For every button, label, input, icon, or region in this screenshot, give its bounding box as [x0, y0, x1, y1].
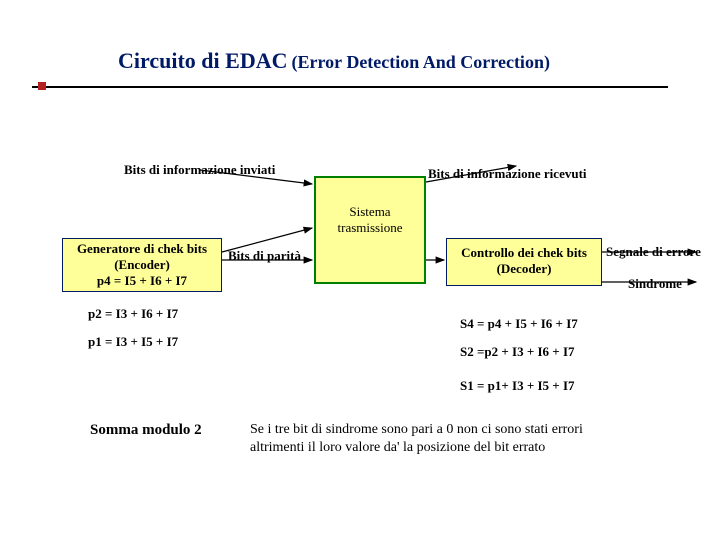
title-paren: (Error Detection And Correction): [292, 52, 550, 72]
encoder-l2: (Encoder): [63, 257, 221, 273]
label-somma: Somma modulo 2: [90, 422, 202, 439]
eq-s2: S2 =p2 + I3 + I6 + I7: [460, 344, 575, 360]
box-encoder: Generatore di chek bits (Encoder) p4 = I…: [62, 238, 222, 292]
trans-line2: trasmissione: [338, 220, 403, 235]
box-decoder: Controllo dei chek bits (Decoder): [446, 238, 602, 286]
encoder-l1: Generatore di chek bits: [63, 241, 221, 257]
encoder-l3: p4 = I5 + I6 + I7: [63, 273, 221, 289]
label-segnale: Segnale di errore: [606, 244, 701, 260]
page-title: Circuito di EDAC (Error Detection And Co…: [118, 48, 550, 74]
title-main: Circuito di EDAC: [118, 48, 288, 73]
eq-p1: p1 = I3 + I5 + I7: [88, 334, 178, 350]
label-sindrome: Sindrome: [628, 276, 682, 292]
decoder-l2: (Decoder): [447, 261, 601, 277]
label-transmission: Sistema trasmissione: [316, 204, 424, 236]
footer-line2: altrimenti il loro valore da' la posizio…: [250, 440, 545, 456]
footer-line1: Se i tre bit di sindrome sono pari a 0 n…: [250, 422, 583, 438]
label-bits-parity: Bits di parità: [228, 248, 301, 264]
eq-s1: S1 = p1+ I3 + I5 + I7: [460, 378, 575, 394]
label-bits-recv: Bits di informazione ricevuti: [428, 166, 587, 182]
trans-line1: Sistema: [349, 204, 390, 219]
eq-p2: p2 = I3 + I6 + I7: [88, 306, 178, 322]
bullet-icon: [38, 82, 46, 90]
decoder-l1: Controllo dei chek bits: [447, 245, 601, 261]
title-underline: [32, 86, 668, 88]
label-bits-sent: Bits di informazione inviati: [124, 162, 275, 178]
eq-s4: S4 = p4 + I5 + I6 + I7: [460, 316, 578, 332]
